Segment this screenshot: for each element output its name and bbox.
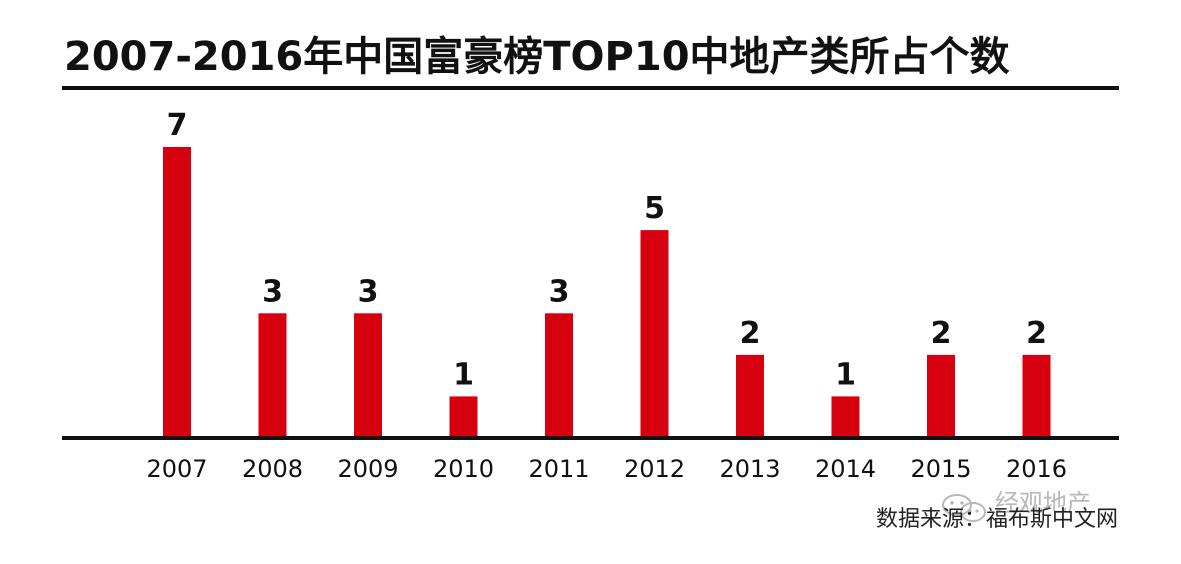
bar-2016 <box>1022 354 1051 438</box>
value-label-2013: 2 <box>740 316 761 351</box>
chart-title: 2007-2016年中国富豪榜TOP10中地产类所占个数 <box>64 34 1010 80</box>
x-tick-label-2009: 2009 <box>337 455 398 483</box>
bar-2012 <box>640 230 669 438</box>
bar-2007 <box>163 147 191 438</box>
bars-layer <box>163 147 1051 438</box>
x-tick-label-2008: 2008 <box>242 455 303 483</box>
watermark: 经观地产 <box>942 489 1091 522</box>
x-tick-label-2016: 2016 <box>1006 455 1067 483</box>
bar-2011 <box>545 313 573 438</box>
x-tick-label-2014: 2014 <box>815 455 876 483</box>
bar-2009 <box>354 313 382 438</box>
x-tick-label-2007: 2007 <box>146 455 207 483</box>
wechat-icon <box>942 494 986 522</box>
bar-2014 <box>831 396 860 438</box>
value-label-2007: 7 <box>167 108 188 143</box>
value-label-2011: 3 <box>549 274 570 309</box>
value-label-2015: 2 <box>931 316 952 351</box>
x-tick-label-2015: 2015 <box>910 455 971 483</box>
x-tick-label-2013: 2013 <box>719 455 780 483</box>
x-tick-label-2010: 2010 <box>433 455 494 483</box>
value-label-2016: 2 <box>1026 316 1047 351</box>
x-tick-label-2012: 2012 <box>624 455 685 483</box>
value-label-2008: 3 <box>262 274 283 309</box>
value-label-2009: 3 <box>358 274 379 309</box>
bar-2013 <box>736 354 764 438</box>
x-axis-tick-labels: 2007 2008 2009 2010 2011 2012 2013 2014 2015 2016 <box>146 455 1067 483</box>
value-label-2010: 1 <box>453 357 474 392</box>
bar-2010 <box>449 396 478 438</box>
value-label-2012: 5 <box>644 191 665 226</box>
value-labels-layer: 7 3 3 1 3 5 2 1 2 2 <box>167 108 1047 392</box>
value-label-2014: 1 <box>835 357 856 392</box>
watermark-text: 经观地产 <box>995 489 1091 517</box>
source-note: 数据来源：福布斯中文网 <box>876 507 1118 532</box>
x-tick-label-2011: 2011 <box>528 455 589 483</box>
bar-2015 <box>927 354 955 438</box>
bar-2008 <box>258 313 287 438</box>
